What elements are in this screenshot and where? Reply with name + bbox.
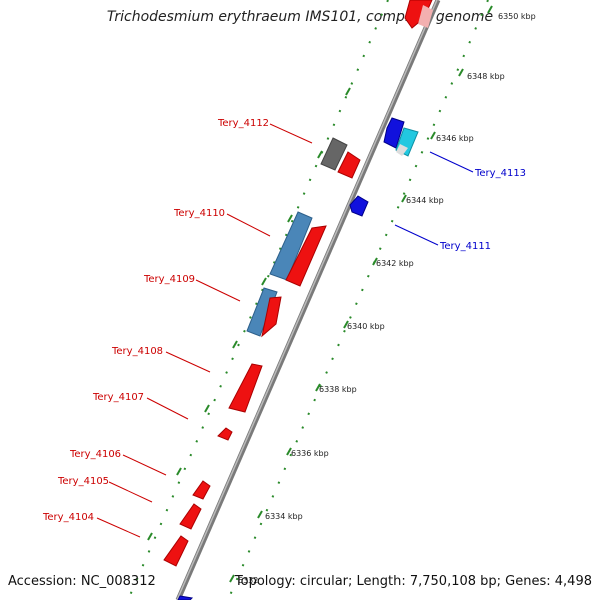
genome-info-text: Topology: circular; Length: 7,750,108 bp… bbox=[234, 574, 592, 589]
tick-label: 6338 kbp bbox=[319, 385, 357, 394]
gene-label: Tery_4108 bbox=[111, 346, 163, 357]
reverse-cds-features bbox=[177, 117, 405, 600]
forward-cds bbox=[163, 535, 189, 567]
gene-label: Tery_4104 bbox=[42, 512, 94, 523]
forward-cds bbox=[337, 151, 361, 179]
tick-label: 6346 kbp bbox=[436, 134, 474, 143]
forward-cds bbox=[179, 503, 202, 530]
gene-label: Tery_4111 bbox=[439, 241, 491, 252]
forward-cds bbox=[285, 225, 327, 287]
gene-label: Tery_4106 bbox=[69, 449, 121, 460]
tick-label: 6344 kbp bbox=[406, 196, 444, 205]
reverse-cds bbox=[383, 117, 405, 149]
tick-label: 6350 kbp bbox=[498, 12, 536, 21]
gray-feature bbox=[320, 137, 348, 171]
gene-label: Tery_4105 bbox=[57, 476, 109, 487]
gene-label: Tery_4112 bbox=[217, 118, 269, 129]
tick-label: 6340 kbp bbox=[347, 322, 385, 331]
left-gene-label-texts: Tery_4112 Tery_4110 Tery_4109 Tery_4108 … bbox=[42, 118, 269, 523]
genome-title: Trichodesmium erythraeum IMS101, complet… bbox=[106, 9, 494, 25]
left-gene-labels bbox=[96, 123, 313, 538]
reverse-cds bbox=[177, 595, 194, 600]
forward-cds bbox=[192, 480, 211, 500]
tick-label: 6332 bbox=[238, 576, 258, 585]
major-ticks-left bbox=[147, 87, 351, 541]
genome-backbone-highlight bbox=[176, 0, 438, 600]
major-ticks-right bbox=[229, 5, 493, 583]
tick-label: 6348 kbp bbox=[467, 72, 505, 81]
accession-text: Accession: NC_008312 bbox=[8, 574, 156, 589]
forward-cds bbox=[261, 296, 282, 338]
right-gene-labels bbox=[394, 151, 474, 246]
pseudo-feature bbox=[418, 5, 433, 28]
gene-label: Tery_4110 bbox=[173, 208, 225, 219]
forward-cds bbox=[228, 363, 263, 413]
forward-cds-features bbox=[163, 0, 433, 567]
gene-label: Tery_4109 bbox=[143, 274, 195, 285]
pseudo-feature bbox=[396, 144, 408, 156]
tick-label: 6334 kbp bbox=[265, 512, 303, 521]
tick-label: 6342 kbp bbox=[376, 259, 414, 268]
gene-label: Tery_4113 bbox=[474, 168, 526, 179]
tick-label: 6336 kbp bbox=[291, 449, 329, 458]
right-gene-label-texts: Tery_4113 Tery_4111 bbox=[439, 168, 526, 252]
tick-labels: 6350 kbp 6348 kbp 6346 kbp 6344 kbp 6342… bbox=[238, 12, 536, 585]
forward-cds bbox=[217, 427, 233, 441]
genome-backbone bbox=[175, 0, 441, 600]
gene-label: Tery_4107 bbox=[92, 392, 144, 403]
reverse-cds bbox=[349, 195, 369, 217]
